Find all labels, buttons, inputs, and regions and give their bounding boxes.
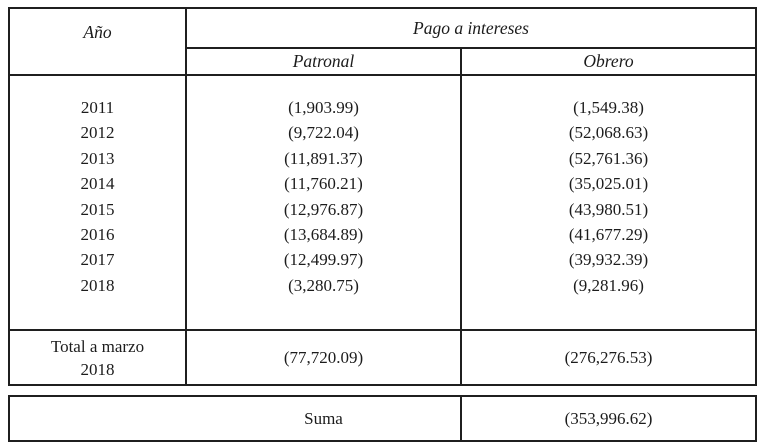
total-label-line2: 2018 — [80, 359, 115, 379]
table-body-row: 2011 2012 2013 2014 2015 2016 2017 2018 … — [8, 74, 757, 331]
total-patronal-value: (77,720.09) — [185, 329, 462, 386]
group-header-pago-a-intereses: Pago a intereses — [185, 7, 757, 49]
patronal-value: (13,684.89) — [283, 225, 364, 245]
obrero-value: (39,932.39) — [568, 250, 649, 270]
patronal-value: (9,722.04) — [288, 123, 359, 143]
patronal-column-header: Patronal — [185, 47, 462, 76]
obrero-value: (1,549.38) — [573, 98, 644, 117]
patronal-value: (12,976.87) — [283, 199, 364, 219]
year-value: 2012 — [80, 123, 115, 143]
obrero-values-cell: (1,549.38) (52,068.63) (52,761.36) (35,0… — [460, 74, 757, 331]
year-value: 2018 — [80, 275, 115, 295]
year-list-cell: 2011 2012 2013 2014 2015 2016 2017 2018 — [8, 74, 187, 331]
year-value: 2014 — [80, 174, 115, 194]
obrero-value: (35,025.01) — [568, 174, 649, 194]
suma-label-cell: Suma — [8, 395, 462, 442]
patronal-value: (11,760.21) — [284, 174, 363, 194]
total-label-cell: Total a marzo 2018 — [8, 329, 187, 386]
patronal-value: (1,903.99) — [288, 98, 359, 117]
patronal-value: (11,891.37) — [284, 148, 363, 168]
obrero-column-header: Obrero — [460, 47, 757, 76]
suma-row: Suma (353,996.62) — [8, 395, 757, 442]
total-obrero-value: (276,276.53) — [460, 329, 757, 386]
patronal-value: (3,280.75) — [288, 275, 359, 295]
obrero-value: (43,980.51) — [568, 199, 649, 219]
total-label-line1: Total a marzo — [50, 336, 145, 356]
suma-table: Suma (353,996.62) — [8, 395, 757, 442]
obrero-value: (52,761.36) — [568, 148, 649, 168]
year-value: 2013 — [80, 148, 115, 168]
year-value: 2011 — [80, 98, 115, 117]
obrero-value: (9,281.96) — [573, 275, 644, 295]
total-row: Total a marzo 2018 (77,720.09) (276,276.… — [8, 329, 757, 386]
year-column-header: Año — [8, 7, 187, 76]
obrero-value: (41,677.29) — [568, 225, 649, 245]
suma-label: Suma — [304, 408, 343, 428]
patronal-values-cell: (1,903.99) (9,722.04) (11,891.37) (11,76… — [185, 74, 462, 331]
year-value: 2017 — [80, 250, 115, 270]
year-value: 2015 — [80, 199, 115, 219]
patronal-value: (12,499.97) — [283, 250, 364, 270]
suma-total-value: (353,996.62) — [460, 395, 757, 442]
interest-payments-table: Año Pago a intereses Patronal Obrero 201… — [8, 7, 757, 386]
year-value: 2016 — [80, 225, 115, 245]
obrero-value: (52,068.63) — [568, 123, 649, 143]
